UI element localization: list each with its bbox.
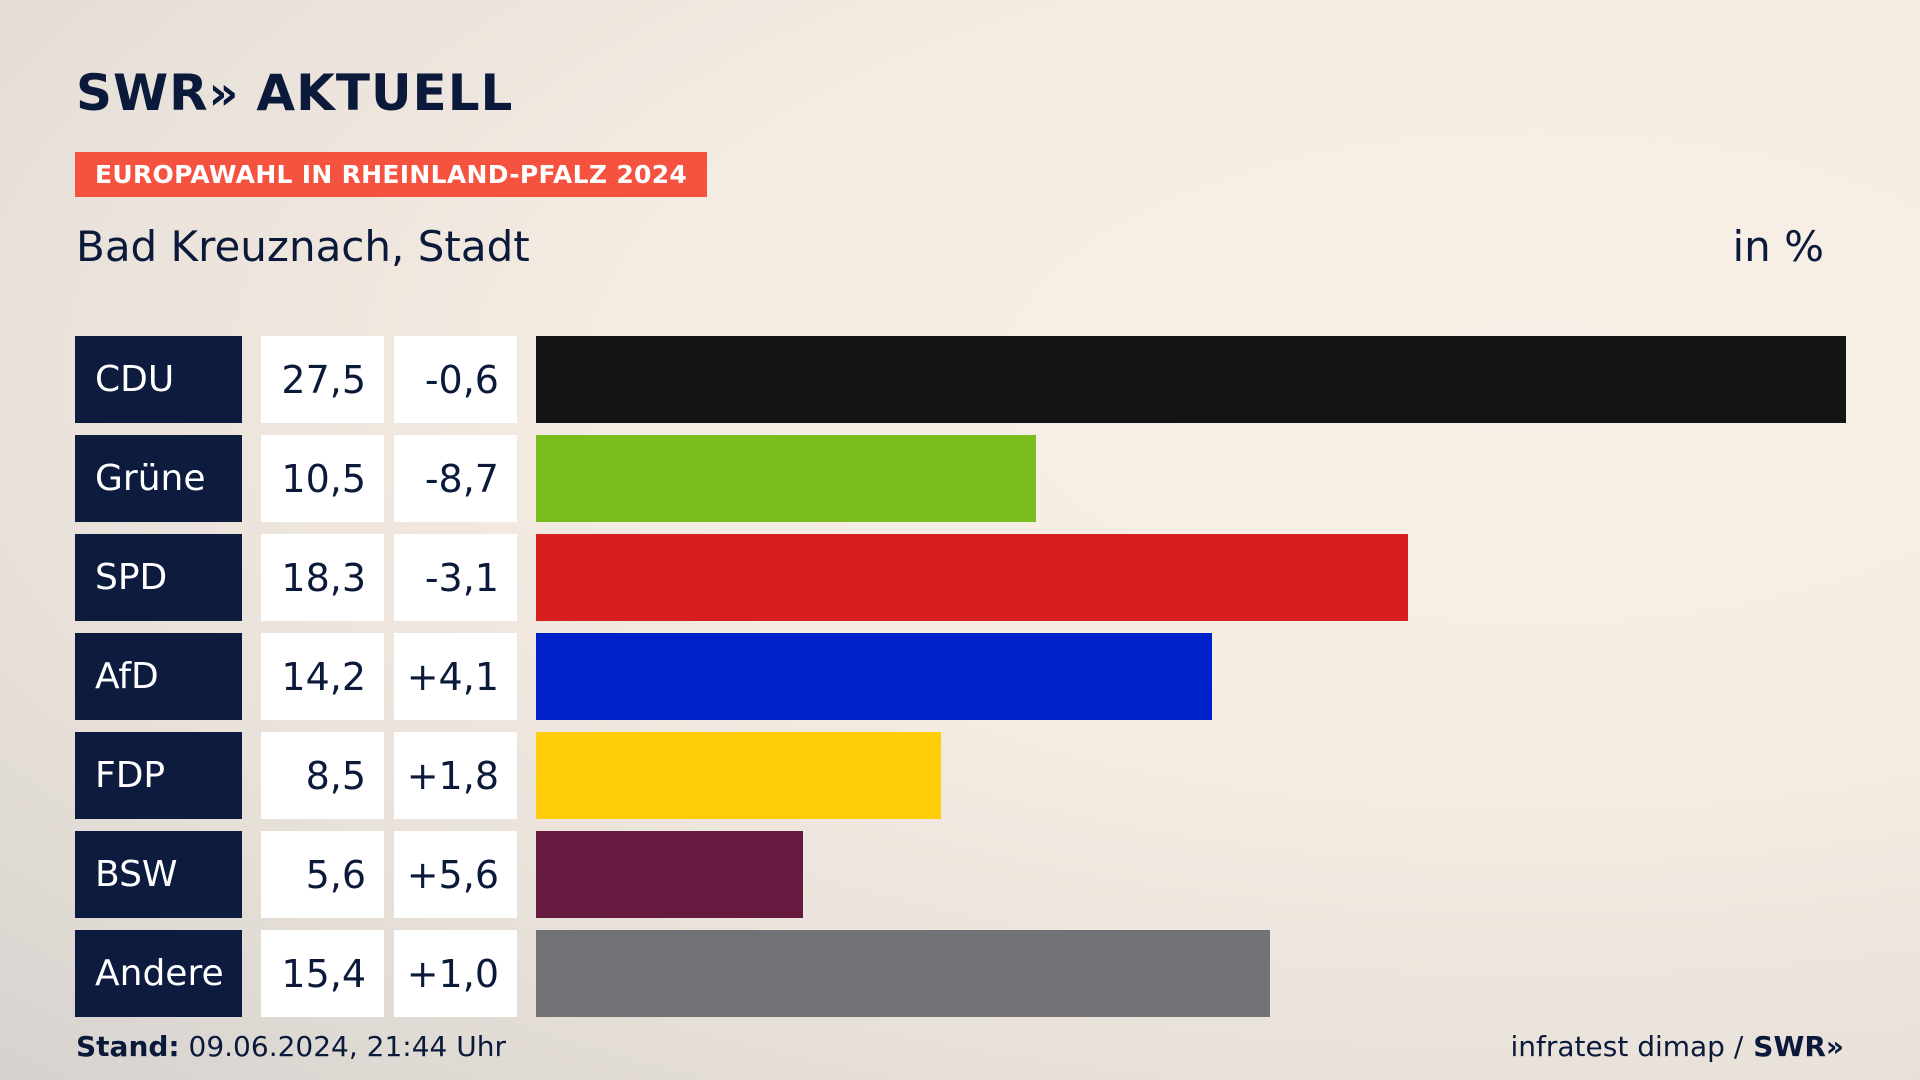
value-label: 14,2 [261, 633, 384, 720]
bar [536, 732, 941, 819]
value-label: 5,6 [261, 831, 384, 918]
bar [536, 930, 1270, 1017]
bar [536, 831, 803, 918]
party-label: SPD [75, 534, 242, 621]
chart-row: FDP 8,5 +1,8 [75, 732, 1846, 819]
party-label: CDU [75, 336, 242, 423]
chart-row: Andere 15,4 +1,0 [75, 930, 1846, 1017]
chart-row: BSW 5,6 +5,6 [75, 831, 1846, 918]
bar [536, 435, 1036, 522]
change-label: +1,0 [394, 930, 517, 1017]
region-title: Bad Kreuznach, Stadt [76, 222, 530, 271]
chart-row: SPD 18,3 -3,1 [75, 534, 1846, 621]
chevrons-icon: » [208, 66, 239, 120]
change-label: +5,6 [394, 831, 517, 918]
change-label: -0,6 [394, 336, 517, 423]
swr-aktuell-logo: SWR » AKTUELL [76, 64, 513, 122]
change-label: -3,1 [394, 534, 517, 621]
bar [536, 633, 1212, 720]
value-label: 27,5 [261, 336, 384, 423]
change-label: +4,1 [394, 633, 517, 720]
party-label: FDP [75, 732, 242, 819]
logo-swr-text: SWR [76, 64, 209, 122]
value-label: 10,5 [261, 435, 384, 522]
stand-label: Stand: [76, 1030, 180, 1063]
value-label: 8,5 [261, 732, 384, 819]
change-label: -8,7 [394, 435, 517, 522]
stand-value: 09.06.2024, 21:44 Uhr [188, 1030, 506, 1063]
bar [536, 534, 1408, 621]
bar [536, 336, 1846, 423]
logo-aktuell-text: AKTUELL [256, 64, 514, 122]
chart-row: AfD 14,2 +4,1 [75, 633, 1846, 720]
unit-label: in % [1732, 222, 1824, 271]
timestamp: Stand: 09.06.2024, 21:44 Uhr [76, 1030, 506, 1063]
election-tag: EUROPAWAHL IN RHEINLAND-PFALZ 2024 [75, 152, 708, 197]
source-text: infratest dimap / [1510, 1030, 1744, 1063]
value-label: 18,3 [261, 534, 384, 621]
chart-row: CDU 27,5 -0,6 [75, 336, 1846, 423]
party-label: AfD [75, 633, 242, 720]
swr-small-logo: SWR» [1753, 1030, 1844, 1063]
change-label: +1,8 [394, 732, 517, 819]
source-credit: infratest dimap / SWR» [1510, 1030, 1844, 1063]
party-label: Grüne [75, 435, 242, 522]
chart-row: Grüne 10,5 -8,7 [75, 435, 1846, 522]
party-label: Andere [75, 930, 242, 1017]
party-label: BSW [75, 831, 242, 918]
value-label: 15,4 [261, 930, 384, 1017]
